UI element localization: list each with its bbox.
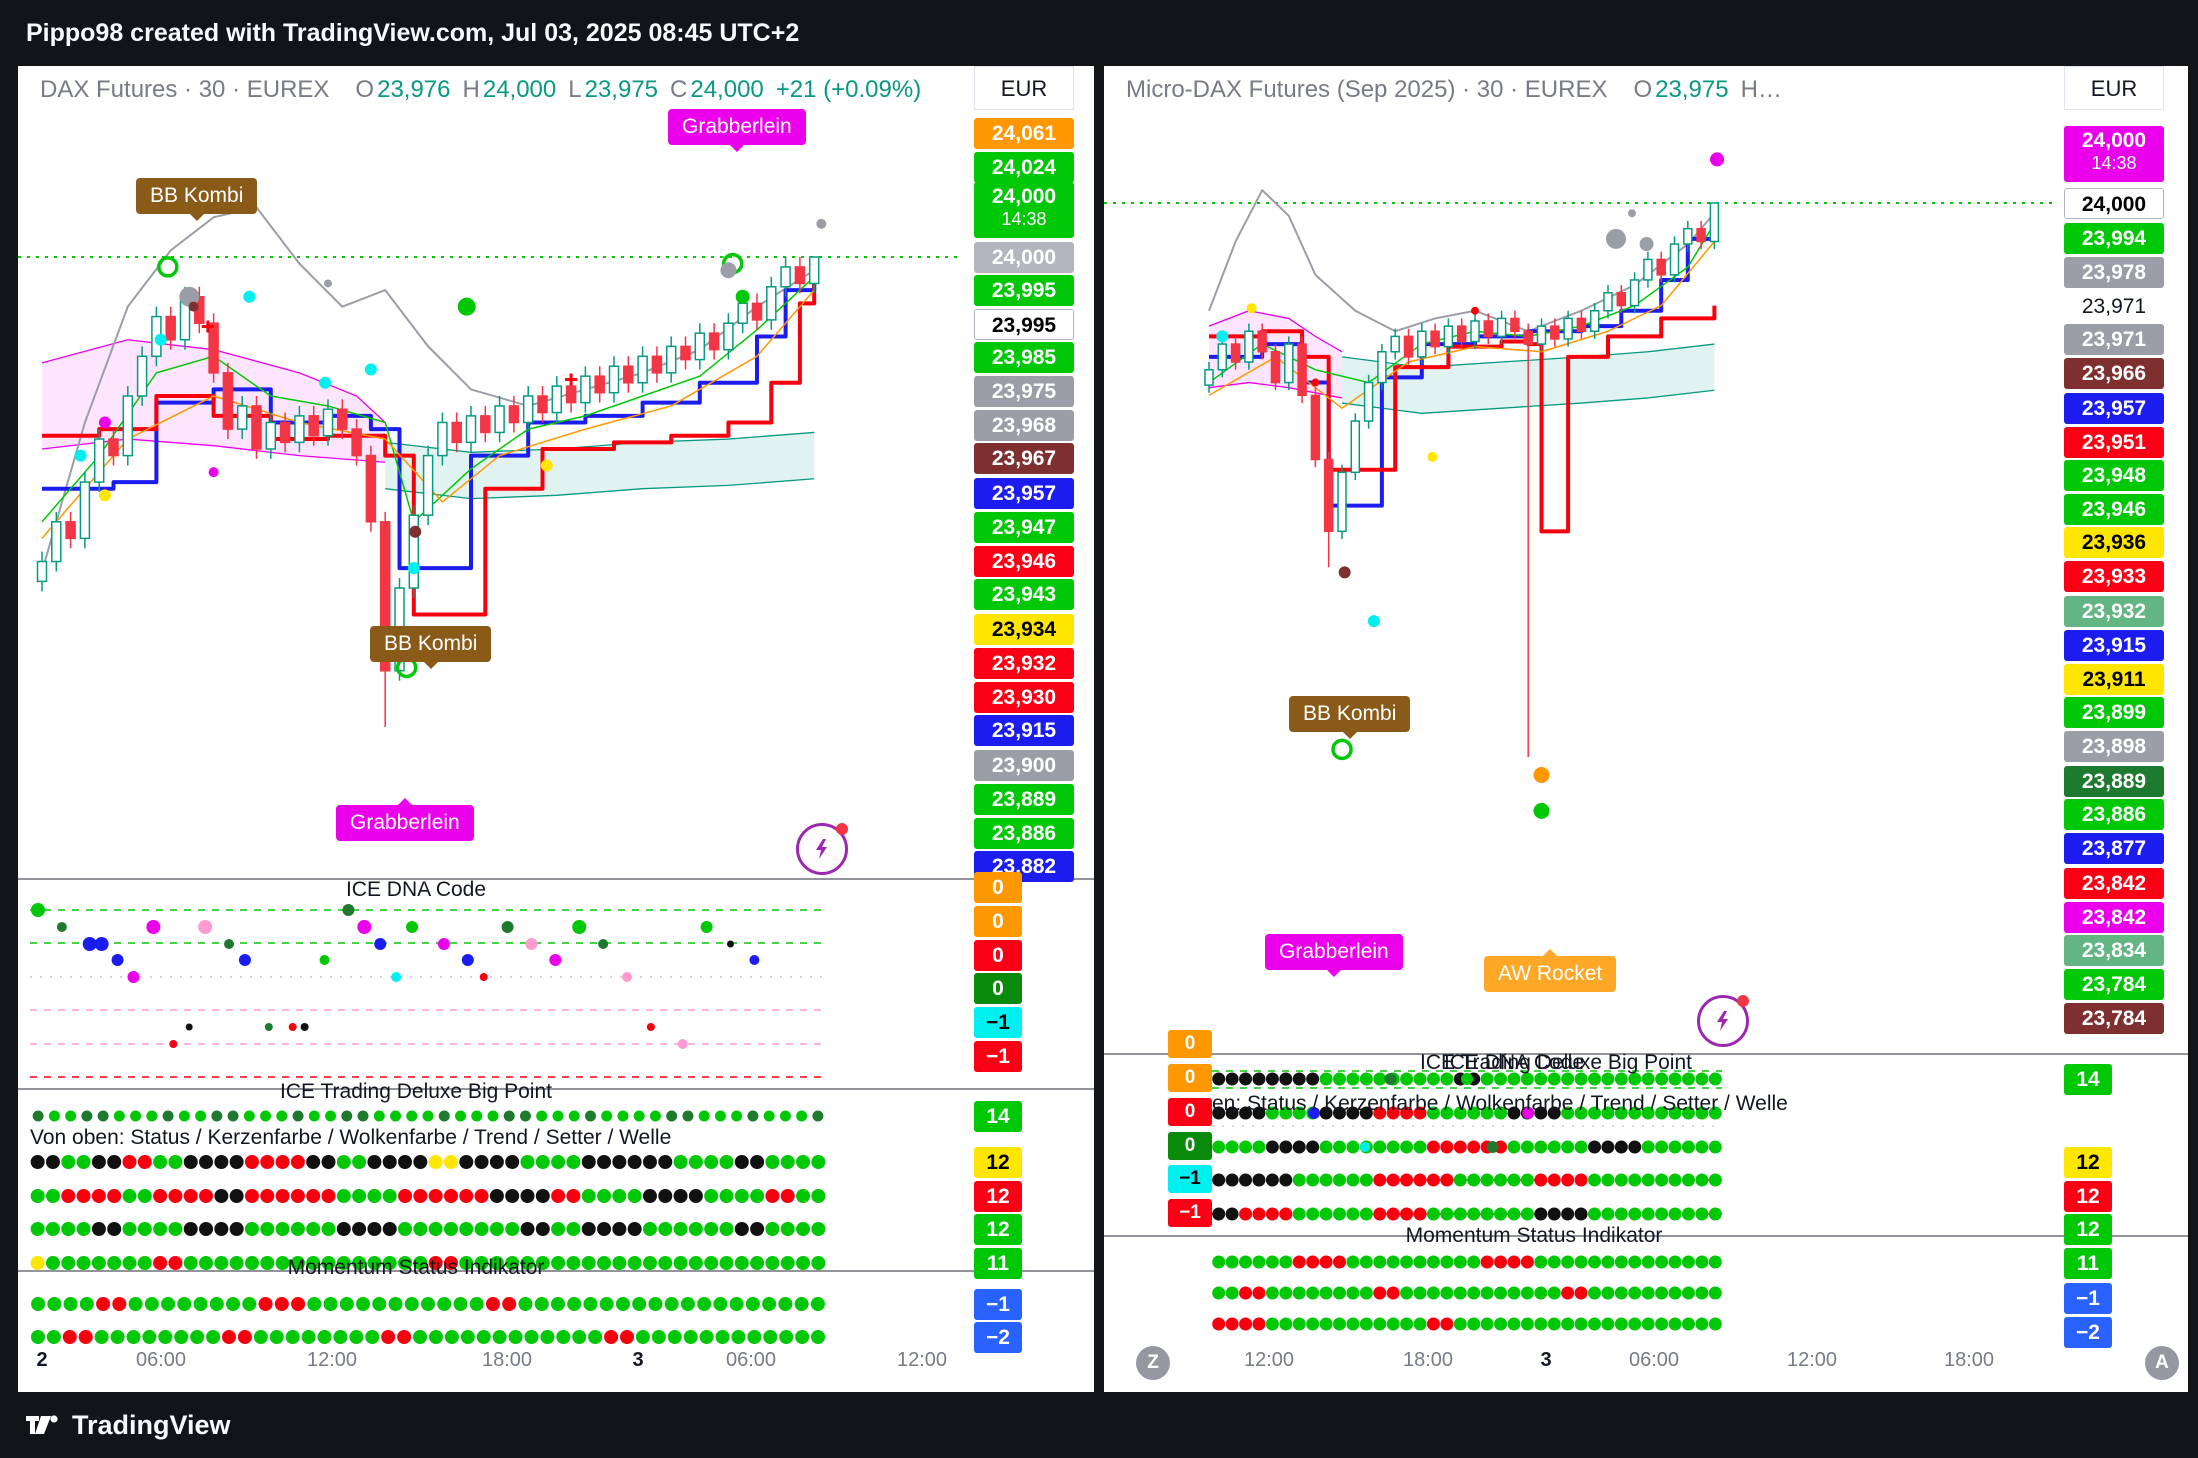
ohlc-values: O 23,975 H… [1622,76,1785,103]
ohlc-value: 23,975 [1655,76,1729,103]
callout-pointer [1325,969,1342,985]
time-axis-label: 3 [1540,1349,1552,1371]
chart-panel-microdax: Micro-DAX Futures (Sep 2025) · 30 · EURE… [1104,66,2188,1392]
grabberlein-label[interactable]: Grabberlein [1265,934,1403,977]
time-axis-label: 18:00 [481,1349,533,1371]
ohlc-key: L [568,76,582,103]
ohlc-value: 23,976 [377,76,451,103]
time-axis-label: 12:00 [1243,1349,1295,1371]
footer-bar: TradingView [0,1392,2198,1458]
chart-canvas-microdax[interactable] [1104,66,2188,1392]
bb-kombi-label[interactable]: BB Kombi [370,626,492,669]
time-axis-label: 06:00 [1628,1349,1680,1371]
tradingview-logo[interactable] [24,1410,60,1440]
chart-canvas-dax[interactable] [18,66,1094,1392]
pane-title: ICE DNA Code [1443,1051,1585,1074]
ohlc-value: 24,000 [690,76,764,103]
callout-pointer [188,213,205,229]
callout-pointer [1542,941,1559,957]
currency-button[interactable]: EUR [974,66,1074,110]
lightning-icon [1717,1011,1728,1031]
aw-rocket-label[interactable]: AW Rocket [1484,949,1617,992]
time-axis-label: 12:00 [1786,1349,1838,1371]
pane-title: Momentum Status Indikator [1405,1224,1663,1247]
bb-kombi-label[interactable]: BB Kombi [136,178,258,221]
symbol-title[interactable]: DAX Futures · 30 · EUREX [40,76,330,103]
time-axis-label: 12:00 [896,1349,948,1371]
pane-title: ICE DNA Code [345,878,487,901]
time-axis-label: 18:00 [1402,1349,1454,1371]
currency-button[interactable]: EUR [2064,66,2164,110]
callout-pointer [728,144,745,160]
time-axis-label: 18:00 [1943,1349,1995,1371]
time-axis-label: 06:00 [135,1349,187,1371]
notification-dot [1737,995,1749,1007]
pane-title: ICE Trading Deluxe Big Point [280,1080,552,1103]
notification-dot [836,823,848,835]
ohlc-values: O 23,976 H 24,000 L 23,975 C 24,000 +21 (+0.09%) [343,76,921,103]
chart-legend[interactable]: DAX Futures · 30 · EUREX O 23,976 H 24,000 L 2… [40,76,921,104]
scroll-button-a[interactable]: A [2145,1346,2179,1380]
bb-kombi-label[interactable]: BB Kombi [1289,696,1411,739]
time-axis-label: 06:00 [725,1349,777,1371]
pane-title: ICE Trading Deluxe Big Point [1420,1051,1692,1074]
attribution-text: Pippo98 created with TradingView.com, Ju… [26,19,800,47]
ohlc-key: O [1633,76,1653,103]
boost-icon[interactable] [796,823,848,875]
scroll-button-z[interactable]: Z [1136,1346,1170,1380]
pane-title: en: Status / Kerzenfarbe / Wolkenfarbe /… [1212,1092,1788,1115]
footer-brand[interactable]: TradingView [72,1409,231,1440]
pane-title: Momentum Status Indikator [287,1256,545,1279]
chart-legend[interactable]: Micro-DAX Futures (Sep 2025) · 30 · EURE… [1126,76,1785,104]
boost-icon[interactable] [1697,995,1749,1047]
time-axis-label: 12:00 [306,1349,358,1371]
time-axis-label: 2 [36,1349,48,1371]
callout-pointer [1341,731,1358,747]
grabberlein-label[interactable]: Grabberlein [336,798,474,841]
ohlc-key: C [670,76,688,103]
callout-pointer [396,790,413,806]
ohlc-key: H [462,76,480,103]
ohlc-change: +21 (+0.09%) [775,76,922,103]
attribution-bar: Pippo98 created with TradingView.com, Ju… [0,0,2198,66]
pane-title: Von oben: Status / Kerzenfarbe / Wolkenf… [30,1126,672,1149]
grabberlein-label[interactable]: Grabberlein [668,109,806,152]
callout-pointer [422,661,439,677]
ohlc-key: O [355,76,375,103]
ohlc-key: H… [1740,76,1782,103]
lightning-icon [816,839,827,859]
ohlc-value: 23,975 [584,76,659,103]
chart-panel-dax: DAX Futures · 30 · EUREX O 23,976 H 24,000 L 2… [18,66,1094,1392]
time-axis-label: 3 [632,1349,644,1371]
ohlc-value: 24,000 [482,76,557,103]
symbol-title[interactable]: Micro-DAX Futures (Sep 2025) · 30 · EURE… [1126,76,1608,103]
